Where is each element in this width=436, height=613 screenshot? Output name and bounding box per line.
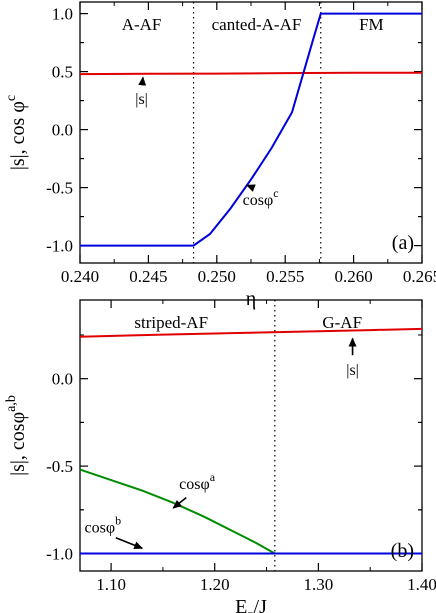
series-line-cos_a [79, 468, 276, 555]
y-tick-label: 0.0 [52, 121, 73, 140]
panel-label: (b) [391, 540, 414, 562]
region-label: FM [359, 15, 384, 34]
y-axis-label: |s|, cosφa,b [4, 395, 29, 476]
annotation-label: |s| [135, 91, 148, 108]
region-label: G-AF [322, 313, 362, 332]
annotation-label: cosφc [243, 186, 279, 209]
region-label: A-AF [122, 15, 162, 34]
annotation-arrow [245, 184, 256, 192]
x-tick-label: 0.260 [334, 267, 372, 286]
annotation-arrow [172, 496, 187, 509]
region-label: canted-A-AF [212, 15, 302, 34]
annotation-arrow [138, 76, 147, 86]
series-line-cos [80, 12, 422, 247]
x-tick-label: 0.255 [266, 267, 304, 286]
y-axis-label: |s|, cos φc [4, 95, 29, 170]
region-label: striped-AF [134, 313, 208, 332]
x-tick-label: 1.40 [407, 575, 436, 594]
x-tick-label: 1.10 [96, 575, 126, 594]
x-tick-label: 1.30 [303, 575, 333, 594]
panel-a: 0.240 0.245 0.250 0.255 0.260 0.265 -1.0 -0.5 0.… [4, 1, 436, 310]
y-tick-label: 1.0 [52, 5, 73, 24]
x-tick-label: 0.245 [129, 267, 167, 286]
plot-frame [79, 1, 423, 264]
y-tick-label: -0.5 [46, 179, 73, 198]
y-tick-label: -1.0 [46, 237, 73, 256]
x-axis-label: η [246, 288, 256, 310]
y-tick-label: 0.5 [52, 63, 73, 82]
y-tick-label: -0.5 [46, 457, 73, 476]
series-line-s [79, 327, 423, 338]
series-line-s [79, 71, 422, 76]
plot-frame [79, 299, 423, 572]
x-axis-label: Ez/J [235, 596, 267, 613]
y-tick-label: 0.0 [52, 370, 73, 389]
panel-label: (a) [392, 232, 414, 254]
panel-b: 1.10 1.20 1.30 1.40 -1.0 -0.5 0.0 striped-AF G-A… [4, 299, 436, 613]
y-tick-label: -1.0 [46, 545, 73, 564]
x-tick-label: 0.250 [198, 267, 236, 286]
annotation-label: |s| [346, 362, 359, 379]
x-tick-label: 0.265 [403, 267, 436, 286]
annotation-arrow [115, 536, 144, 550]
x-tick-label: 0.240 [61, 267, 99, 286]
annotation-label: cosφa [179, 470, 216, 493]
annotation-label: cosφb [85, 514, 122, 537]
x-tick-label: 1.20 [200, 575, 230, 594]
